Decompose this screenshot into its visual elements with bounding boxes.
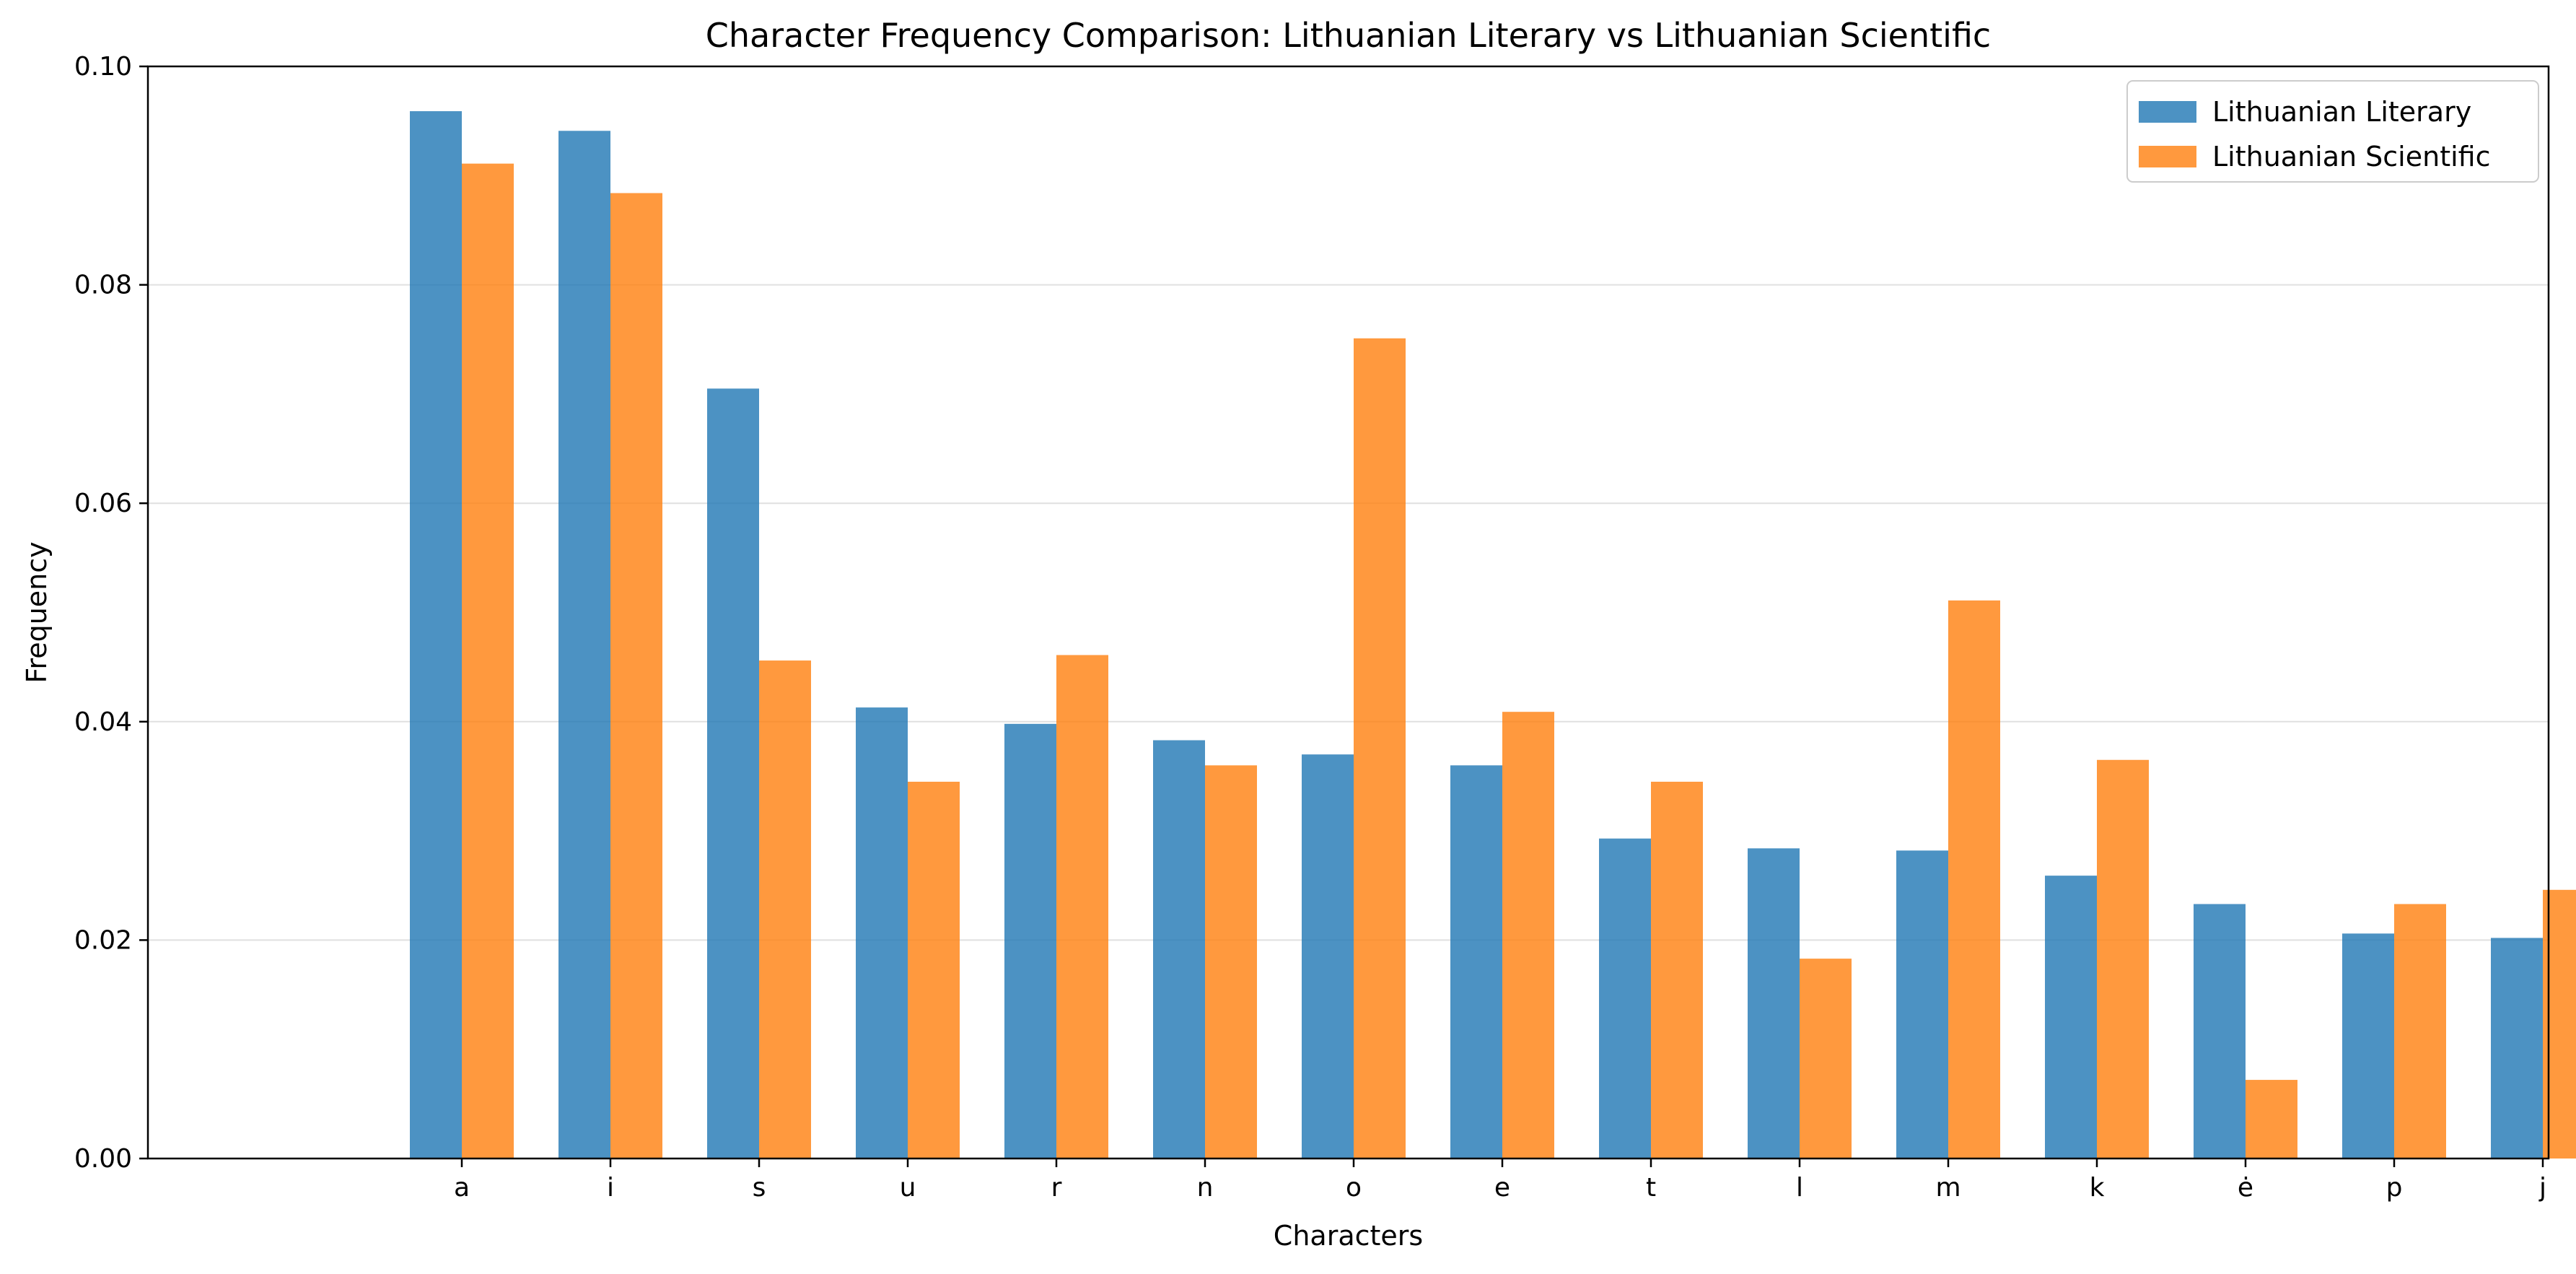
y-tick-label: 0.10 [74,52,132,82]
axis-ticks: 0.00 0.02 0.04 0.06 0.08 0.10 a i s u r n o e t l m k ė p j [74,52,2546,1203]
bar-literary-i [558,131,610,1159]
bar-literary-k [2045,876,2097,1159]
bar-literary-s [707,388,759,1159]
bar-scientific-p [2394,904,2446,1159]
bar-scientific-i [610,193,662,1159]
y-tick-label: 0.08 [74,271,132,300]
x-tick-label: j [2538,1173,2546,1203]
bar-scientific-n [1205,765,1257,1159]
x-tick-label: t [1646,1173,1656,1203]
bar-scientific-t [1651,782,1703,1159]
bar-scientific-s [759,660,811,1159]
bar-scientific-u [908,782,960,1159]
plot-frame [146,65,2550,1160]
bar-literary-j [2491,938,2543,1159]
bar-literary-a [410,111,462,1159]
bar-literary-n [1153,740,1205,1159]
legend-box [2126,80,2539,183]
bar-scientific-ė [2246,1080,2297,1159]
x-tick-label: o [1346,1173,1362,1203]
chart-title: Character Frequency Comparison: Lithuani… [706,16,1991,55]
y-tick-label: 0.04 [74,707,132,737]
bar-scientific-k [2097,759,2149,1159]
x-tick-label: a [454,1173,470,1203]
bar-literary-m [1896,850,1948,1159]
x-tick-label: r [1051,1173,1062,1203]
legend-swatch [2139,146,2196,167]
legend-swatch [2139,101,2196,123]
bars [410,111,2576,1159]
bar-scientific-a [462,163,514,1159]
x-tick-label: p [2386,1173,2403,1203]
bar-scientific-r [1056,655,1108,1159]
x-tick-label: m [1935,1173,1961,1203]
x-tick-label: i [607,1173,614,1203]
x-axis-label: Characters [1274,1220,1423,1252]
x-tick-label: e [1494,1173,1510,1203]
bar-scientific-e [1502,712,1554,1159]
y-tick-label: 0.00 [74,1144,132,1174]
y-axis-label: Frequency [21,541,53,683]
bar-literary-u [856,707,908,1159]
bar-scientific-o [1354,338,1406,1159]
bar-scientific-m [1948,600,2000,1159]
legend-label: Lithuanian Literary [2212,96,2471,128]
bar-literary-r [1004,723,1056,1159]
x-tick-label: k [2090,1173,2105,1203]
bar-literary-ė [2194,904,2246,1159]
x-tick-label: u [900,1173,916,1203]
bar-literary-t [1599,838,1651,1159]
bar-literary-e [1450,765,1502,1159]
bar-scientific-l [1800,959,1852,1159]
bar-literary-o [1302,754,1354,1159]
bar-literary-l [1748,848,1800,1159]
x-tick-label: l [1796,1173,1803,1203]
y-tick-label: 0.06 [74,489,132,518]
y-tick-label: 0.02 [74,925,132,955]
x-tick-label: s [753,1173,766,1203]
x-tick-label: n [1197,1173,1214,1203]
legend: Lithuanian Literary Lithuanian Scientific [2126,80,2539,183]
legend-label: Lithuanian Scientific [2212,141,2491,173]
bar-literary-p [2342,933,2394,1159]
x-tick-label: ė [2238,1173,2253,1203]
